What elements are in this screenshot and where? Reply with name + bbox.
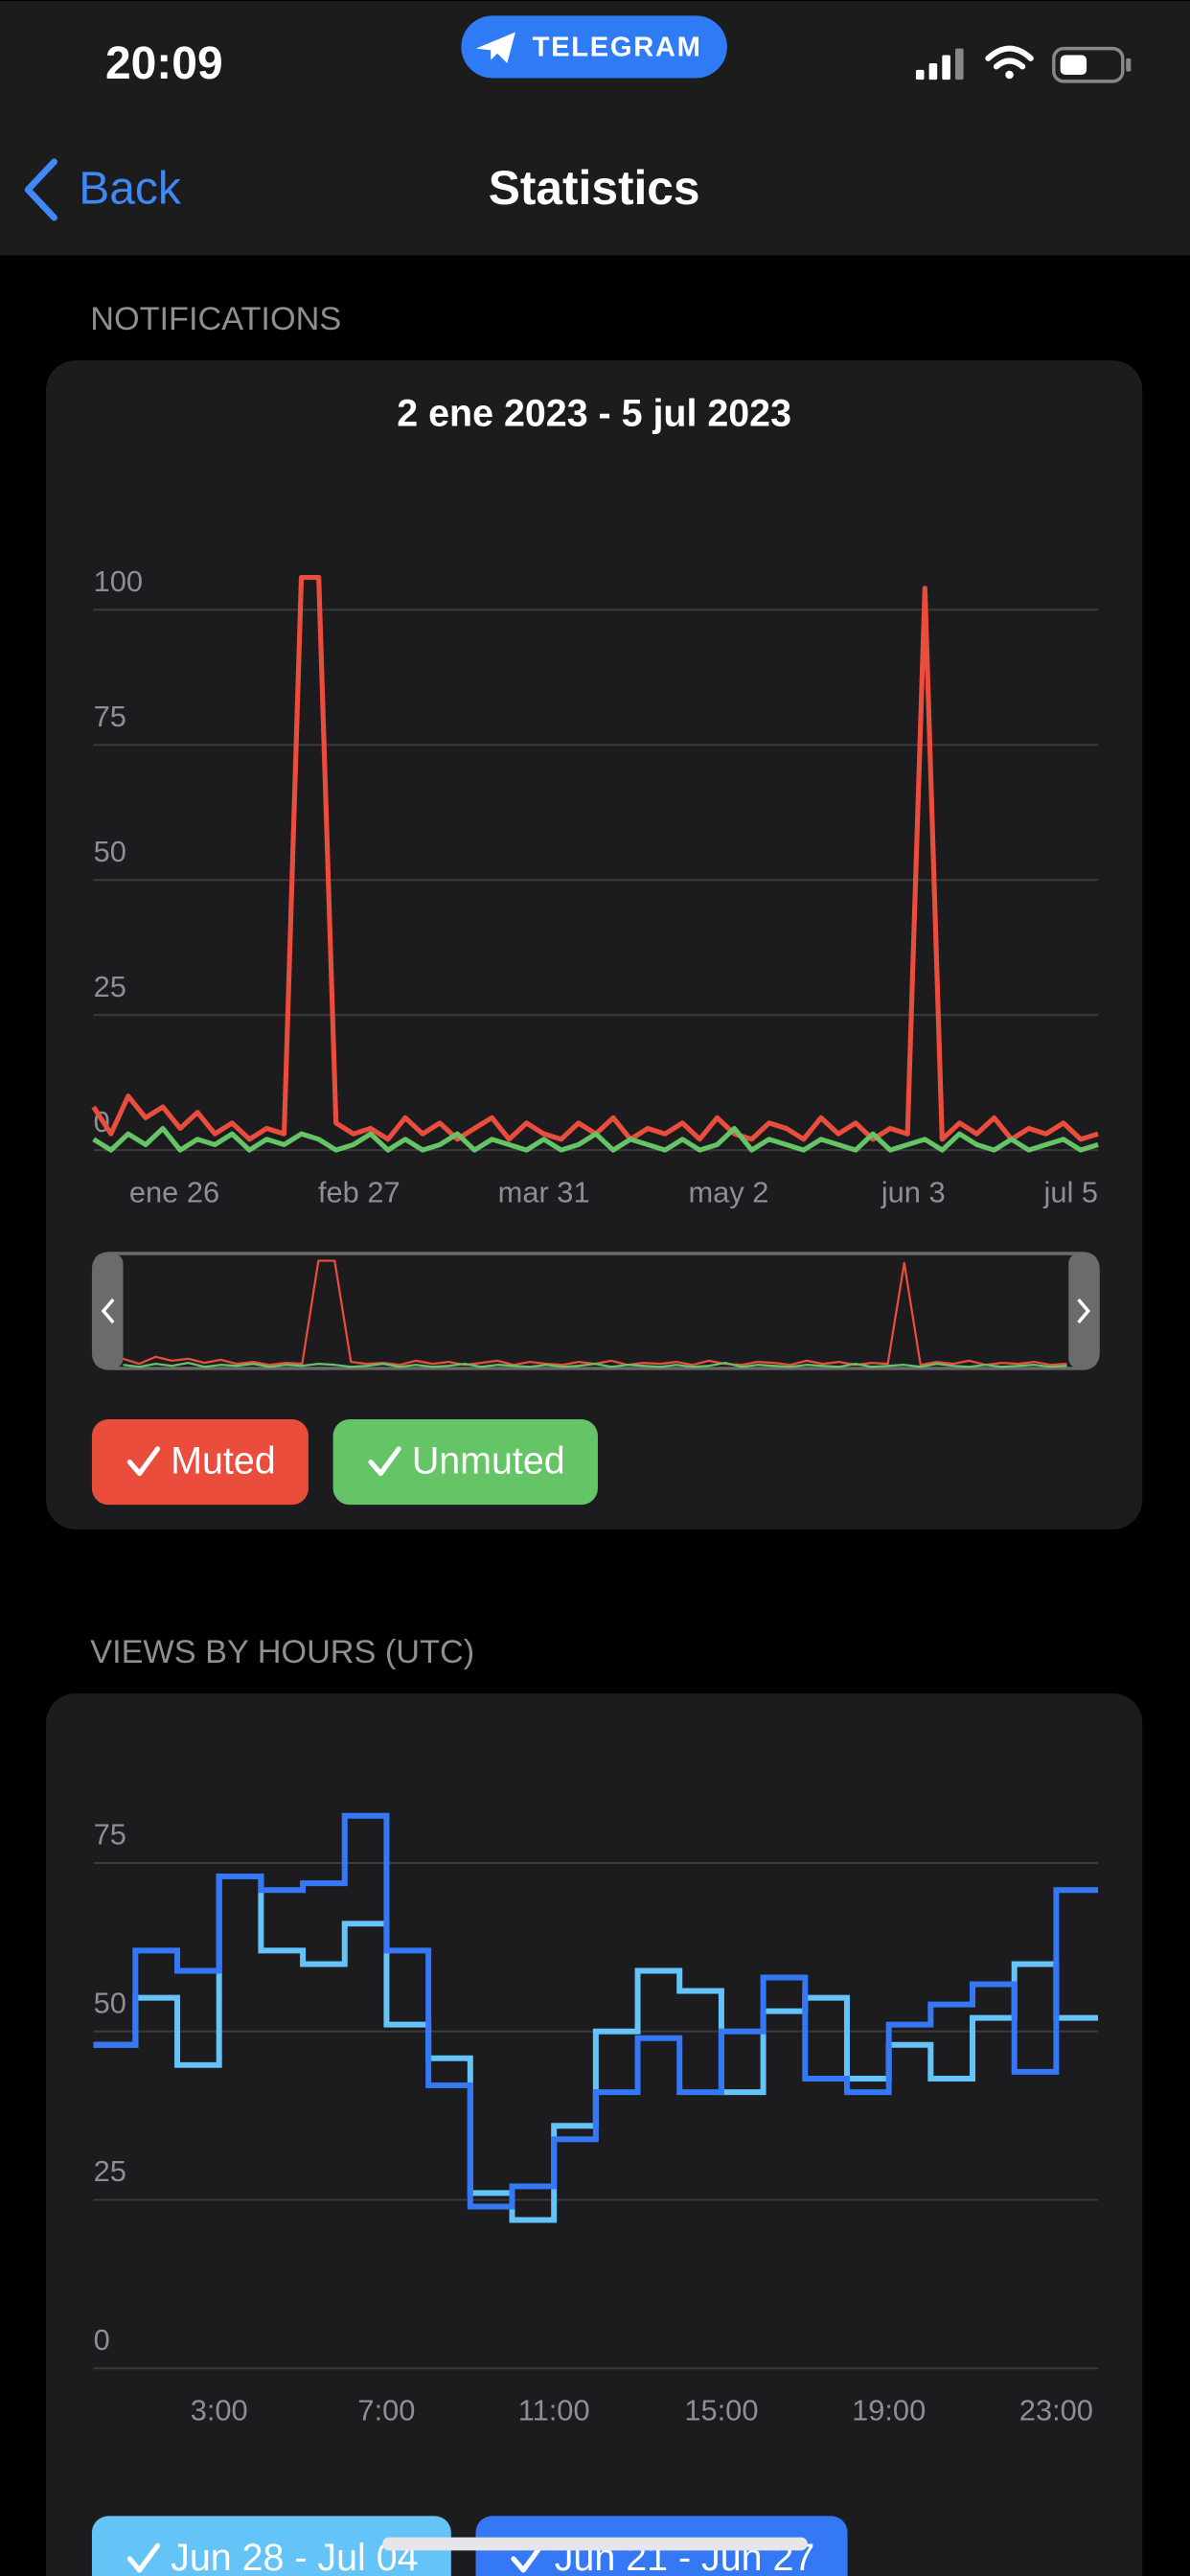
x-tick-label: jun 3 xyxy=(881,1175,946,1208)
section-header: VIEWS BY HOURS (UTC) xyxy=(90,1634,474,1670)
clock: 20:09 xyxy=(105,38,223,89)
section-header: NOTIFICATIONS xyxy=(90,301,341,337)
x-tick-label: 15:00 xyxy=(684,2394,758,2427)
y-tick-label: 25 xyxy=(94,2154,126,2188)
legend-bg xyxy=(91,2516,451,2576)
x-tick-label: 23:00 xyxy=(1019,2394,1093,2427)
series-line xyxy=(93,1873,1099,2223)
y-tick-label: 25 xyxy=(94,970,126,1003)
legend-bg xyxy=(91,1419,309,1506)
legend-label: Muted xyxy=(171,1440,275,1483)
y-tick-label: 50 xyxy=(94,835,126,868)
series-line xyxy=(93,1812,1099,2210)
check-icon xyxy=(511,2542,544,2573)
x-tick-label: may 2 xyxy=(688,1175,768,1208)
handle-arrow xyxy=(1077,1298,1091,1324)
back-button[interactable]: Back xyxy=(24,158,182,221)
back-chevron xyxy=(24,158,57,221)
check-icon xyxy=(368,1446,401,1477)
series-line xyxy=(92,1125,1099,1153)
x-tick-label: 3:00 xyxy=(191,2394,248,2427)
x-tick-label: 19:00 xyxy=(852,2394,926,2427)
legend-button[interactable]: Jun 28 - Jul 04 xyxy=(91,2516,451,2576)
telegram-icon xyxy=(475,32,515,64)
battery-icon xyxy=(1052,46,1132,83)
y-tick-label: 50 xyxy=(94,1986,126,2019)
x-tick-label: 11:00 xyxy=(518,2394,590,2427)
legend-label: Unmuted xyxy=(412,1440,565,1483)
navigator-handle[interactable] xyxy=(1068,1254,1099,1368)
y-tick-label: 75 xyxy=(94,700,126,733)
x-tick-label: jul 5 xyxy=(1043,1175,1099,1208)
signal-icon xyxy=(915,48,964,80)
handle-arrow xyxy=(101,1298,115,1324)
app-name: TELEGRAM xyxy=(533,32,702,62)
navigator-frame xyxy=(91,1252,1100,1370)
check-icon xyxy=(126,2542,161,2573)
chart-title: 2 ene 2023 - 5 jul 2023 xyxy=(397,393,791,435)
x-tick-label: feb 27 xyxy=(318,1175,400,1208)
navigator-handle[interactable] xyxy=(93,1254,124,1368)
navigator-line xyxy=(123,1362,1067,1368)
back-label: Back xyxy=(79,163,182,214)
legend-button[interactable]: Unmuted xyxy=(332,1419,598,1506)
y-tick-label: 75 xyxy=(94,1818,126,1852)
home-indicator xyxy=(382,2537,808,2551)
nav-title: Statistics xyxy=(489,161,700,215)
y-tick-label: 0 xyxy=(94,2323,110,2357)
x-tick-label: 7:00 xyxy=(357,2394,415,2427)
legend-button[interactable]: Muted xyxy=(91,1419,309,1506)
wifi-icon xyxy=(985,45,1034,80)
legend-label: Jun 28 - Jul 04 xyxy=(171,2537,418,2576)
app-pill[interactable]: TELEGRAM xyxy=(461,15,727,79)
y-tick-label: 100 xyxy=(94,564,143,598)
x-tick-label: ene 26 xyxy=(129,1175,219,1208)
navigator[interactable] xyxy=(91,1252,1100,1370)
x-tick-label: mar 31 xyxy=(498,1175,590,1208)
legend-bg xyxy=(332,1419,598,1506)
pill-bg xyxy=(461,15,727,79)
check-icon xyxy=(126,1446,161,1477)
